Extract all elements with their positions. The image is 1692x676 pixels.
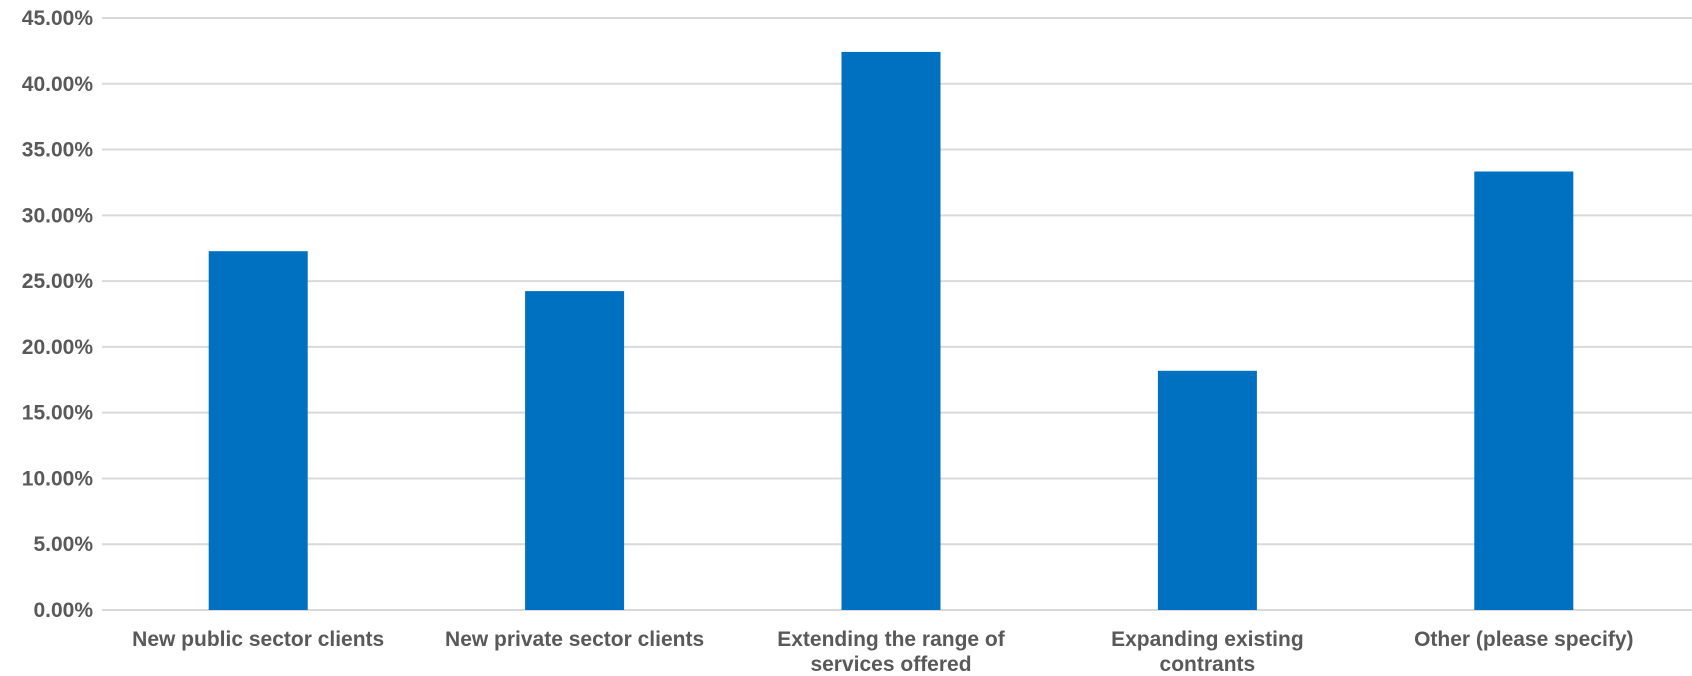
y-tick-label: 0.00% bbox=[33, 599, 93, 622]
y-tick-label: 45.00% bbox=[22, 7, 94, 30]
x-category-label-line: Expanding existing bbox=[1111, 628, 1304, 651]
x-axis-category-labels: New public sector clients New private sec… bbox=[132, 628, 1633, 676]
x-category-label: New private sector clients bbox=[445, 628, 704, 651]
bar bbox=[208, 251, 308, 610]
y-tick-label: 20.00% bbox=[22, 336, 94, 359]
x-category-label: Extending the range of services offered bbox=[777, 628, 1006, 676]
x-category-label: New public sector clients bbox=[132, 628, 384, 651]
x-category-label-line: Other (please specify) bbox=[1414, 628, 1633, 651]
bar bbox=[1474, 171, 1574, 610]
x-category-label-line: New private sector clients bbox=[445, 628, 704, 651]
y-tick-label: 30.00% bbox=[22, 204, 94, 227]
bar bbox=[525, 291, 625, 610]
bar bbox=[841, 51, 941, 610]
y-tick-label: 5.00% bbox=[33, 533, 93, 556]
y-tick-label: 25.00% bbox=[22, 270, 94, 293]
x-category-label-line: New public sector clients bbox=[132, 628, 384, 651]
x-category-label: Expanding existing contrants bbox=[1111, 628, 1304, 676]
bars bbox=[208, 51, 1574, 610]
x-category-label-line: contrants bbox=[1160, 653, 1256, 676]
y-axis-tick-labels: 0.00% 5.00% 10.00% 15.00% 20.00% 25.00% 30.00%… bbox=[22, 7, 94, 622]
bar bbox=[1157, 370, 1257, 610]
x-category-label-line: services offered bbox=[810, 653, 971, 676]
y-tick-label: 35.00% bbox=[22, 139, 94, 162]
x-category-label-line: Extending the range of bbox=[777, 628, 1006, 651]
y-tick-label: 10.00% bbox=[22, 467, 94, 490]
x-category-label: Other (please specify) bbox=[1414, 628, 1633, 651]
y-tick-label: 15.00% bbox=[22, 402, 94, 425]
y-tick-label: 40.00% bbox=[22, 73, 94, 96]
